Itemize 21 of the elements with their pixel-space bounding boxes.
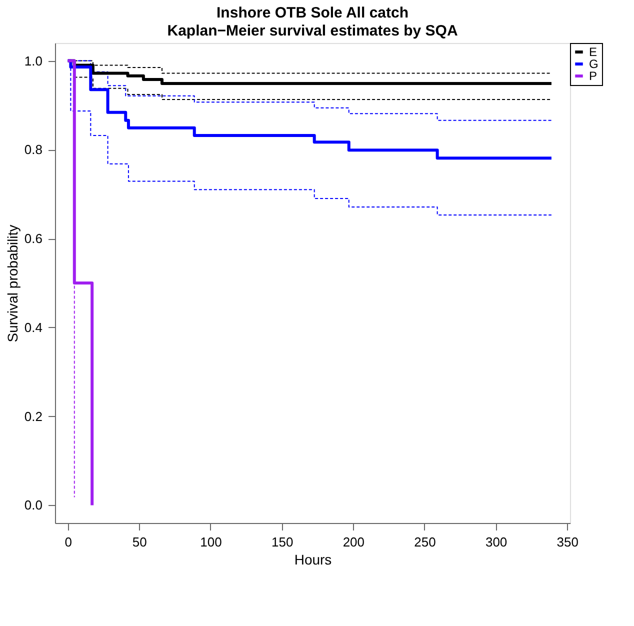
x-tick-label: 0 (64, 534, 72, 550)
x-tick-label: 100 (200, 534, 222, 550)
legend-label: P (589, 69, 598, 83)
x-tick-label: 300 (485, 534, 508, 550)
legend-label: E (589, 45, 598, 59)
y-tick-label: 0.8 (24, 142, 42, 158)
x-axis-title: Hours (294, 552, 332, 568)
y-tick-label: 0.6 (24, 231, 42, 246)
x-tick-label: 200 (342, 534, 365, 550)
x-tick-label: 150 (271, 534, 294, 550)
y-tick-label: 0.2 (24, 408, 42, 424)
x-tick-label: 50 (132, 534, 147, 550)
y-tick-label: 0.0 (24, 498, 42, 513)
y-axis-title: Survival probability (4, 224, 20, 342)
legend-label: G (589, 57, 598, 71)
chart-subtitle: Kaplan−Meier survival estimates by SQA (167, 22, 458, 40)
x-tick-label: 350 (556, 534, 578, 550)
y-tick-label: 0.4 (24, 320, 42, 335)
x-tick-label: 250 (414, 534, 436, 550)
y-tick-label: 1.0 (24, 53, 42, 68)
chart-title: Inshore OTB Sole All catch (216, 4, 408, 22)
